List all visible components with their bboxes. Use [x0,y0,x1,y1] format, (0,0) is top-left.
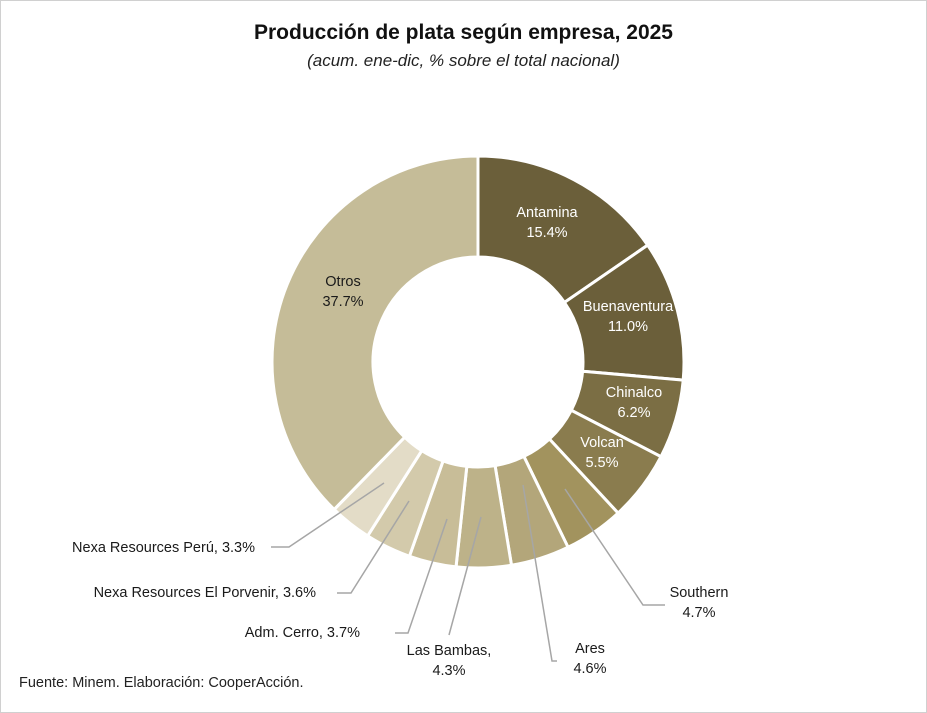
slice-value-label: 4.7% [682,605,715,621]
slice-name-label: Otros [325,274,360,290]
slice-value-label: 5.5% [585,455,618,471]
slice-callout-label: Nexa Resources El Porvenir, 3.6% [94,585,317,601]
leader-line [395,518,448,634]
slice-10 [270,154,480,512]
leader-line [271,482,385,548]
leader-line [448,516,482,636]
slice-value-label: 6.2% [617,405,650,421]
slice-value-label: 15.4% [526,225,567,241]
slice-callout-label: Adm. Cerro, 3.7% [245,625,360,641]
slice-value-label: 11.0% [608,319,648,335]
source-note: Fuente: Minem. Elaboración: CooperAcción… [19,675,304,691]
slice-name-label: Antamina [516,205,578,221]
slice-name-label: Ares [575,641,605,657]
slice-0 [476,154,650,305]
leader-line [337,500,410,594]
slice-name-label: Southern [670,585,729,601]
chart-title: Producción de plata según empresa, 2025 [254,21,673,44]
leader-line [564,488,665,606]
slice-name-label: Volcan [580,435,624,451]
slice-value-label: 4.3% [432,663,465,679]
chart-subtitle: (acum. ene-dic, % sobre el total naciona… [307,51,620,70]
leader-line [522,484,557,662]
slice-value-label: 4.6% [573,661,606,677]
slice-name-label: Chinalco [606,385,662,401]
slice-name-label: Buenaventura [583,299,674,315]
slice-callout-label: Nexa Resources Perú, 3.3% [72,540,255,556]
slice-name-label: Las Bambas, [407,643,492,659]
slice-value-label: 37.7% [322,294,363,310]
